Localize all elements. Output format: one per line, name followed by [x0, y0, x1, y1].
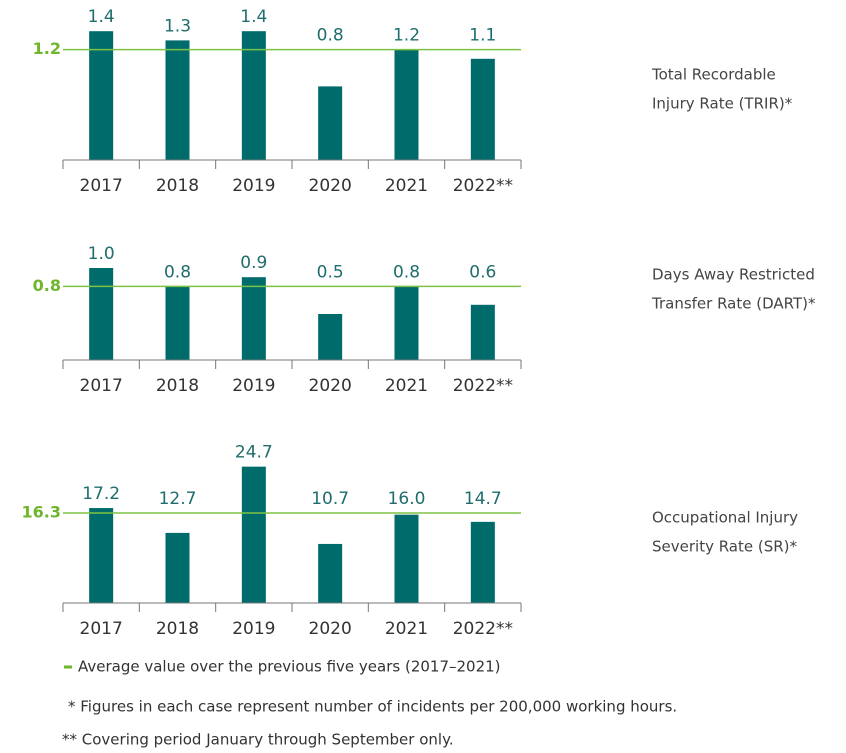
value-label: 1.1 [469, 26, 496, 46]
x-tick-label: 2018 [156, 619, 199, 639]
bar [89, 508, 114, 603]
x-tick-label: 2017 [80, 176, 123, 196]
bar [470, 304, 495, 360]
bar [241, 277, 266, 360]
bar [89, 268, 114, 360]
chart-title: Days Away Restricted [652, 266, 815, 284]
bar [394, 286, 419, 360]
note: * Figures in each case represent number … [68, 698, 677, 716]
x-tick-label: 2017 [80, 619, 123, 639]
x-tick-label: 2020 [309, 619, 352, 639]
x-tick-label: 2021 [385, 376, 428, 396]
value-label: 0.8 [164, 262, 191, 282]
x-tick-label: 2022** [453, 376, 513, 396]
x-tick-label: 2022** [453, 619, 513, 639]
value-label: 1.4 [240, 7, 267, 27]
x-tick-label: 2020 [309, 376, 352, 396]
value-label: 17.2 [82, 484, 120, 504]
reference-label: 0.8 [33, 276, 61, 295]
x-tick-label: 2021 [385, 176, 428, 196]
chart-title: Total Recordable [651, 66, 776, 84]
value-label: 1.4 [88, 7, 115, 27]
bar [394, 49, 419, 160]
value-label: 1.3 [164, 16, 191, 36]
chart-title: Severity Rate (SR)* [652, 538, 798, 556]
value-label: 14.7 [464, 489, 502, 509]
bar [318, 86, 343, 160]
chart-title: Injury Rate (TRIR)* [652, 95, 793, 113]
bar [470, 521, 495, 603]
x-tick-label: 2020 [309, 176, 352, 196]
bar [89, 31, 114, 161]
value-label: 24.7 [235, 443, 273, 463]
x-tick-label: 2019 [232, 376, 275, 396]
note: Average value over the previous five yea… [78, 658, 501, 676]
value-label: 0.9 [240, 253, 267, 273]
x-tick-label: 2018 [156, 376, 199, 396]
bar [165, 40, 190, 160]
value-label: 0.6 [469, 262, 496, 282]
note: ** Covering period January through Septe… [62, 731, 454, 749]
x-tick-label: 2019 [232, 619, 275, 639]
value-label: 1.2 [393, 26, 420, 46]
x-tick-label: 2017 [80, 376, 123, 396]
value-label: 1.0 [88, 244, 115, 264]
value-label: 0.8 [317, 26, 344, 46]
value-label: 16.0 [388, 489, 426, 509]
reference-label: 16.3 [22, 503, 61, 522]
value-label: 0.8 [393, 262, 420, 282]
chart-title: Transfer Rate (DART)* [651, 295, 816, 313]
chart-title: Occupational Injury [652, 509, 798, 527]
bar [394, 514, 419, 603]
value-label: 0.5 [317, 262, 344, 282]
x-tick-label: 2018 [156, 176, 199, 196]
value-label: 12.7 [159, 489, 197, 509]
bar [241, 466, 266, 603]
reference-label: 1.2 [33, 39, 61, 58]
x-tick-label: 2022** [453, 176, 513, 196]
value-label: 10.7 [311, 489, 349, 509]
bar [165, 286, 190, 360]
x-tick-label: 2019 [232, 176, 275, 196]
bar [318, 314, 343, 360]
bar [241, 31, 266, 161]
bar [318, 543, 343, 603]
x-tick-label: 2021 [385, 619, 428, 639]
bar [470, 58, 495, 160]
bar [165, 532, 190, 603]
